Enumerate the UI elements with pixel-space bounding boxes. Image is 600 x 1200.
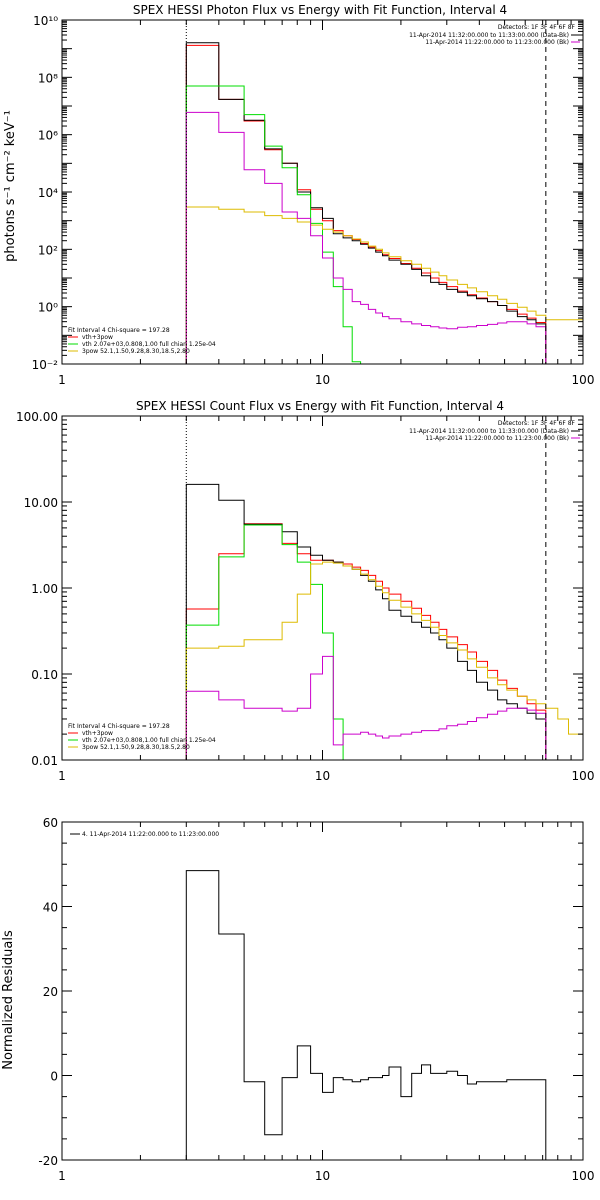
y-tick-label: 40: [43, 901, 58, 915]
legend-label: 3pow 52.1,1.50,9.28,8.30,18.5,2.80: [82, 348, 190, 355]
legend-label: vth 2.07e+03,0.808,1.00 full chian 1.25e…: [82, 341, 216, 348]
detector-label: Detectors: 1F 3F 4F 6F 8F: [498, 420, 576, 427]
y-tick-label: 10⁴: [38, 186, 58, 200]
x-tick-label: 10: [315, 769, 330, 783]
y-axis-label: photons s⁻¹ cm⁻² keV⁻¹: [3, 110, 18, 262]
axes: [61, 19, 584, 365]
legend-bottom: Fit Interval 4 Chi-square = 197.28vth+3p…: [68, 723, 216, 751]
series-3pow-line: [185, 561, 583, 760]
y-tick-label: 10¹⁰: [33, 14, 58, 28]
legend-label: Fit Interval 4 Chi-square = 197.28: [68, 723, 170, 730]
y-tick-label: 10⁶: [38, 129, 58, 143]
photon-flux-panel: SPEX HESSI Photon Flux vs Energy with Fi…: [3, 3, 594, 387]
x-tick-label: 10: [315, 1169, 330, 1183]
legend-label: 11-Apr-2014 11:22:00.000 to 11:23:00.000…: [425, 39, 569, 46]
x-tick-label: 100: [572, 1169, 595, 1183]
legend-label: 11-Apr-2014 11:32:00.000 to 11:33:00.000…: [409, 428, 569, 435]
plot-frame: [61, 19, 584, 365]
series-data-bk-line: [185, 42, 547, 364]
y-tick-label: 10.00: [24, 496, 58, 510]
legend-label: vth+3pow: [82, 730, 113, 737]
count-flux-panel: SPEX HESSI Count Flux vs Energy with Fit…: [16, 399, 594, 783]
x-tick-label: 1: [58, 373, 66, 387]
series-3pow-line: [185, 206, 583, 364]
tick-labels: 1 10 100 10⁻² 10⁰ 10² 10⁴ 10⁶ 10⁸ 10¹⁰: [32, 14, 595, 387]
y-tick-label: 20: [43, 985, 58, 999]
axes: [61, 415, 584, 761]
legend-top: 4. 11-Apr-2014 11:22:00.000 to 11:23:00.…: [70, 831, 219, 838]
y-tick-label: 100.00: [16, 410, 58, 424]
series-4-11-apr-2014-11-22-00-000-to-11-23-00-000-line: [185, 870, 547, 1160]
x-tick-label: 1: [58, 769, 66, 783]
chart-title: SPEX HESSI Photon Flux vs Energy with Fi…: [133, 3, 507, 17]
legend-label: 4. 11-Apr-2014 11:22:00.000 to 11:23:00.…: [82, 831, 219, 838]
y-tick-label: 10⁸: [38, 71, 58, 85]
legend-label: vth 2.07e+03,0.808,1.00 full chian 1.25e…: [82, 737, 216, 744]
legend-bottom: Fit Interval 4 Chi-square = 197.28vth+3p…: [68, 327, 216, 355]
x-tick-label: 100: [572, 769, 595, 783]
series-bk-line: [185, 655, 547, 760]
series-group: [185, 870, 547, 1160]
x-tick-label: 100: [572, 373, 595, 387]
legend-label: vth+3pow: [82, 334, 113, 341]
axes: [61, 821, 584, 1161]
y-tick-label: 10²: [38, 243, 58, 257]
fit-range-lines: [185, 416, 547, 760]
y-tick-label: -20: [38, 1154, 58, 1168]
y-tick-label: 10⁰: [38, 301, 58, 315]
y-tick-label: 10⁻²: [32, 358, 59, 372]
series-vth-3pow-line: [185, 523, 547, 760]
detector-label: Detectors: 1F 3F 4F 6F 8F: [498, 24, 576, 31]
series-data-bk-line: [185, 483, 547, 760]
x-tick-label: 10: [315, 373, 330, 387]
legend-label: 11-Apr-2014 11:22:00.000 to 11:23:00.000…: [425, 435, 569, 442]
series-vth-3pow-line: [185, 44, 547, 364]
y-axis-label: Normalized Residuals: [1, 930, 16, 1070]
plot-frame: [61, 821, 584, 1161]
y-tick-label: 60: [43, 816, 58, 830]
y-tick-label: 1.00: [31, 582, 58, 596]
fit-range-lines: [185, 20, 547, 364]
y-tick-label: 0.01: [31, 754, 58, 768]
series-group: [185, 483, 583, 760]
chart-title: SPEX HESSI Count Flux vs Energy with Fit…: [136, 399, 504, 413]
tick-labels: 1 10 100 -20 0 20 40 60: [38, 816, 594, 1183]
series-bk-line: [185, 111, 547, 364]
legend-label: 11-Apr-2014 11:32:00.000 to 11:33:00.000…: [409, 32, 569, 39]
legend-top: 11-Apr-2014 11:32:00.000 to 11:33:00.000…: [409, 32, 580, 46]
series-vth-line: [185, 85, 362, 364]
legend-label: 3pow 52.1,1.50,9.28,8.30,18.5,2.80: [82, 744, 190, 751]
x-tick-label: 1: [58, 1169, 66, 1183]
legend-top: 11-Apr-2014 11:32:00.000 to 11:33:00.000…: [409, 428, 580, 442]
series-group: [185, 42, 583, 364]
y-tick-label: 0.10: [31, 668, 58, 682]
y-tick-label: 0: [50, 1070, 58, 1084]
tick-labels: 1 10 100 0.01 0.10 1.00 10.00 100.00: [16, 410, 594, 783]
legend-label: Fit Interval 4 Chi-square = 197.28: [68, 327, 170, 334]
residuals-panel: Normalized Residuals 1 10 100 -20 0 20 40 60 4.…: [1, 816, 594, 1183]
